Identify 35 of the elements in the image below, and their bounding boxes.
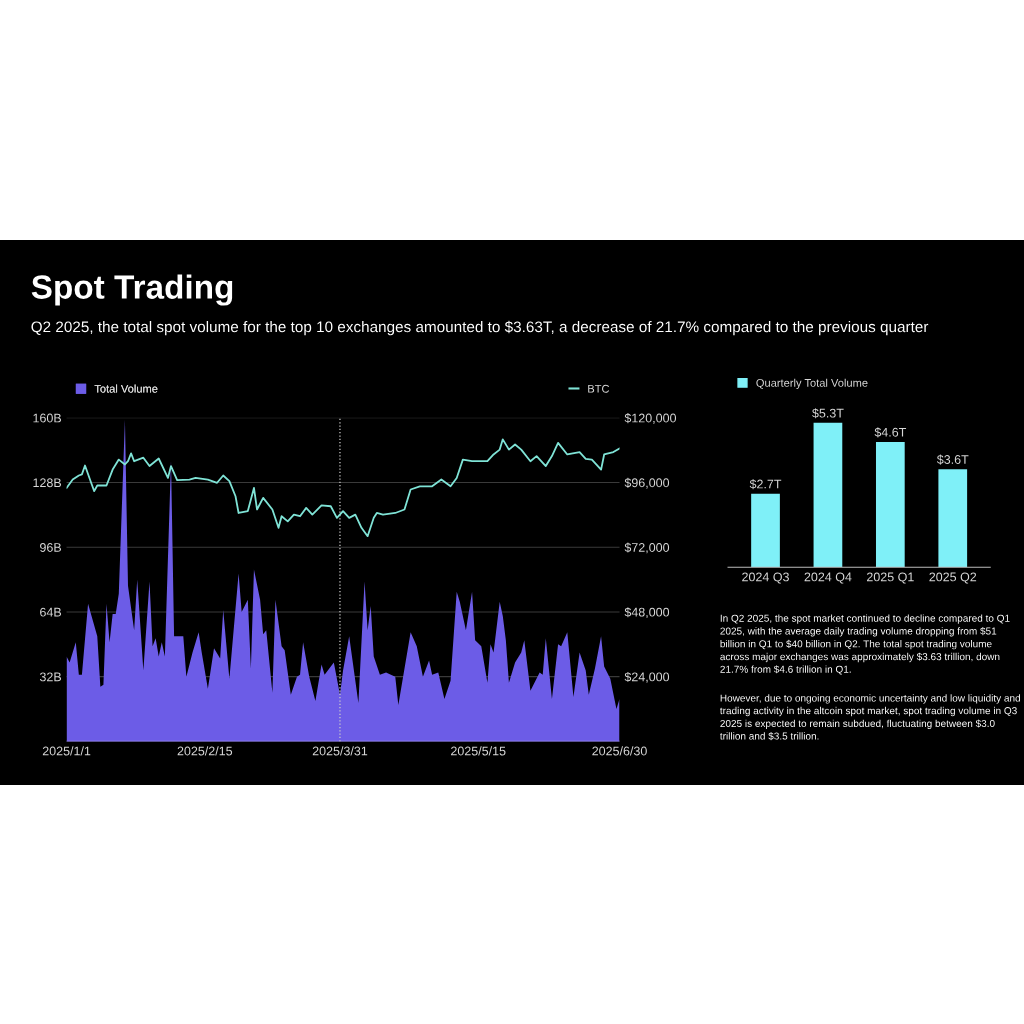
y-tick-label: 64B: [40, 607, 62, 617]
bar: [813, 422, 843, 568]
text: However, due to ongoing economic uncertainty and low liquidity and trading activity in the altcoin spot market, spot trading volume in Q3 2025 is expected to remain subdued, fluctuating between $3.0 trillion and $3.5 trillion.: [720, 694, 1020, 741]
y2-tick-label: $96,000: [624, 477, 670, 489]
bar: [938, 469, 968, 568]
bar: [875, 441, 905, 568]
legend-label: Total Volume: [94, 384, 158, 393]
x-tick-label: 2024 Q4: [804, 572, 852, 584]
legend-label: BTC: [588, 384, 610, 393]
y-tick-label: 128B: [33, 478, 62, 488]
line-series: [66, 438, 620, 538]
y2-tick-label: $120,000: [624, 413, 677, 424]
x-tick-label: 2024 Q3: [742, 572, 789, 584]
y2-tick-label: $72,000: [624, 542, 670, 554]
data-label: $2.7T: [749, 479, 782, 490]
y2-tick-label: $48,000: [624, 607, 670, 619]
y2-tick-label: $24,000: [624, 671, 670, 683]
x-tick-label: 2025 Q1: [867, 572, 914, 584]
data-label: $5.3T: [812, 408, 844, 419]
x-tick-label: 2025/2/15: [177, 746, 233, 756]
x-tick-label: 2025/3/31: [312, 746, 368, 756]
y-tick-label: 32B: [39, 672, 62, 682]
x-tick-label: 2025 Q2: [929, 572, 977, 584]
data-label: $4.6T: [874, 427, 907, 438]
chart-title: Spot Trading: [31, 274, 233, 306]
data-label: $3.6T: [936, 454, 969, 465]
y-tick-label: 160B: [33, 413, 62, 423]
x-tick-label: 2025/6/30: [592, 746, 647, 756]
x-tick-label: 2025/5/15: [451, 746, 506, 756]
bar: [751, 493, 780, 568]
legend-label: Quarterly Total Volume: [756, 378, 868, 390]
chart-subtitle: Q2 2025, the total spot volume for the top 10 exchanges amounted to $3.63T, a decrease of 21.7% compared to the previous quarter: [31, 320, 929, 336]
x-tick-label: 2025/1/1: [42, 746, 91, 756]
y-tick-label: 96B: [40, 543, 62, 552]
text: In Q2 2025, the spot market continued to decline compared to Q1 2025, with the average daily trading volume dropping from $51 billion in Q1 to $40 billion in Q2. The total spot trading volume across major exchanges was approximately $3.63 trillion, down 21.7% from $4.6 trillion in Q1.: [720, 614, 1010, 675]
